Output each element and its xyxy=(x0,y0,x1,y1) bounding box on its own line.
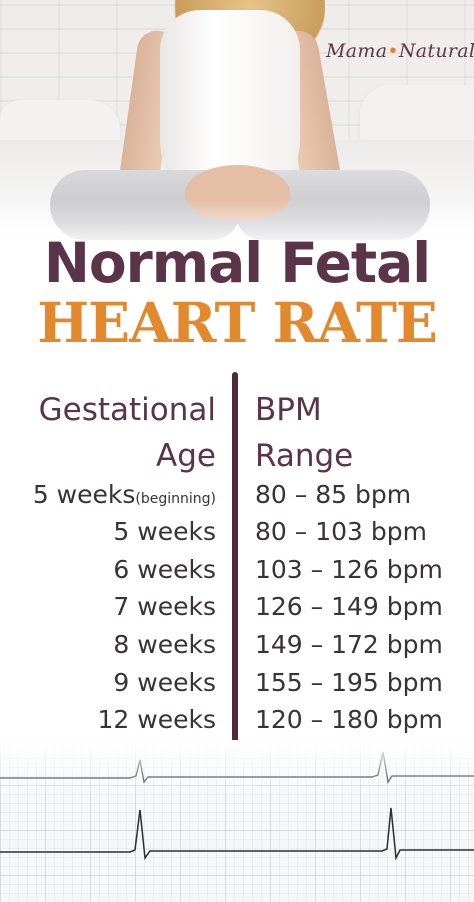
photo-fade xyxy=(0,200,474,250)
table-row-age: 9 weeks xyxy=(113,668,216,697)
table-row-bpm: 103 – 126 bpm xyxy=(255,555,443,584)
table-row-bpm: 120 – 180 bpm xyxy=(255,705,443,734)
logo-dot: • xyxy=(387,40,399,62)
table-row-bpm: 149 – 172 bpm xyxy=(255,630,443,659)
column-divider xyxy=(232,372,238,784)
table-row-age: 5 weeks xyxy=(113,517,216,546)
age-header-2: Age xyxy=(156,438,216,474)
table-row-age: 7 weeks xyxy=(113,592,216,621)
table-row-bpm: 126 – 149 bpm xyxy=(255,592,443,621)
table-row-bpm: 80 – 103 bpm xyxy=(255,517,427,546)
table-row-bpm: 155 – 195 bpm xyxy=(255,668,443,697)
logo-left: Mama xyxy=(326,40,388,62)
table-row-age: 5 weeks(beginning) xyxy=(33,479,216,515)
table-row-age: 8 weeks xyxy=(113,630,216,659)
table-row-age: 6 weeks xyxy=(113,555,216,584)
bpm-header-1: BPM xyxy=(255,392,322,428)
row-age-text: 5 weeks xyxy=(32,480,136,509)
logo-right: Natural xyxy=(398,40,474,62)
header-photo: Mama•Natural xyxy=(0,0,474,250)
title-line-2: HEART RATE xyxy=(37,290,438,355)
brand-logo: Mama•Natural xyxy=(326,40,474,62)
ekg-strip xyxy=(0,740,474,902)
row-age-note: (beginning) xyxy=(135,491,216,507)
title-line-1: Normal Fetal xyxy=(43,231,431,295)
bpm-header-2: Range xyxy=(255,438,354,474)
age-header-1: Gestational xyxy=(38,392,216,428)
table-row-age: 12 weeks xyxy=(97,705,216,734)
table-row-bpm: 80 – 85 bpm xyxy=(255,480,412,509)
